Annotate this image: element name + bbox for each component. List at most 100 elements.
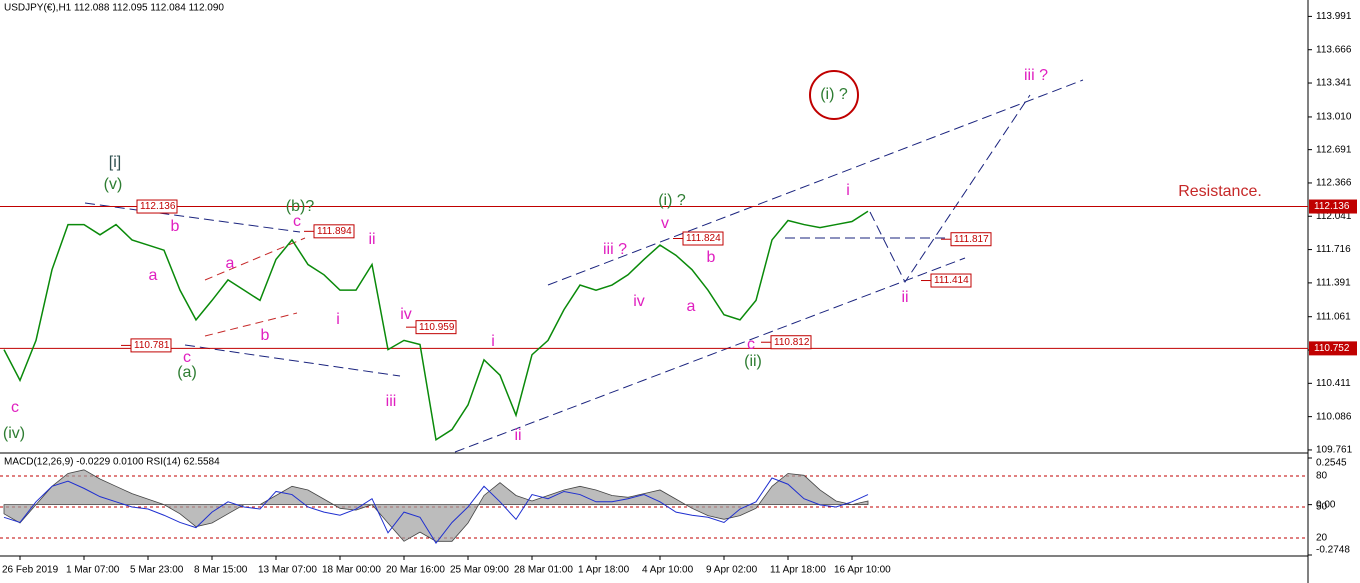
y2-tick-label: -0.2748: [1316, 545, 1350, 556]
wave-label: i: [336, 311, 340, 328]
wave-label: (b)?: [286, 198, 315, 215]
sub-channel-top: [204, 237, 306, 281]
price-label: 112.136: [140, 201, 176, 212]
x-tick-label: 11 Apr 18:00: [770, 565, 826, 576]
y-tick-label: 113.991: [1316, 11, 1352, 22]
wave-label: iv: [400, 306, 412, 323]
wave-label: c: [11, 399, 19, 416]
wave-label: c: [293, 213, 301, 230]
x-tick-label: 28 Mar 01:00: [514, 565, 573, 576]
y-tick-label: 113.666: [1316, 44, 1352, 55]
trend-lines: [84, 79, 1084, 453]
wave-label: a: [226, 255, 235, 272]
y-tick-label: 113.010: [1316, 112, 1352, 123]
channel-top: [547, 79, 1084, 286]
wave-label: a: [687, 298, 696, 315]
wave-label: iii: [386, 393, 397, 410]
wave-label: a: [149, 267, 158, 284]
x-tick-label: 26 Feb 2019: [2, 565, 59, 576]
y-tick-label: 20: [1316, 533, 1328, 544]
price-label: 110.781: [134, 340, 170, 351]
price-label-box: [136, 199, 178, 214]
price-label-box: [415, 320, 457, 335]
y-tick-label: 110.411: [1316, 378, 1351, 389]
x-tick-label: 25 Mar 09:00: [450, 565, 509, 576]
wave-label: (v): [104, 176, 123, 193]
wave-label: ii: [901, 289, 908, 306]
wave-label: ii: [368, 231, 375, 248]
wave-label: ii: [514, 427, 521, 444]
wave-label: c: [747, 336, 755, 353]
price-tag: [1309, 341, 1357, 356]
chart-title: USDJPY(€),H1 112.088 112.095 112.084 112…: [4, 3, 224, 14]
wave-label: (i) ?: [820, 86, 848, 103]
channel-bottom: [454, 257, 966, 453]
price-label: 111.817: [954, 234, 989, 245]
price-label: 111.824: [686, 233, 721, 244]
y2-tick-label: 0.2545: [1316, 458, 1347, 469]
wave-label: i: [491, 333, 495, 350]
wave-label: iv: [633, 293, 645, 310]
y-tick-label: 113.341: [1316, 78, 1352, 89]
wave-label: (ii): [744, 353, 762, 370]
price-line: [3, 210, 869, 442]
x-tick-label: 8 Mar 15:00: [194, 565, 248, 576]
macd-area: [3, 469, 869, 542]
projection: [869, 94, 1031, 283]
indicator-title: MACD(12,26,9) -0.0229 0.0100 RSI(14) 62.…: [4, 457, 220, 468]
y-tick-label: 111.061: [1316, 311, 1351, 322]
y-tick-label: 111.716: [1316, 244, 1351, 255]
x-tick-label: 1 Mar 07:00: [66, 565, 120, 576]
x-tick-label: 16 Apr 10:00: [834, 565, 891, 576]
wave-label: v: [661, 215, 669, 232]
x-tick-label: 13 Mar 07:00: [258, 565, 317, 576]
wave-label: iii ?: [1024, 67, 1048, 84]
y-tick-label: 109.761: [1316, 445, 1353, 456]
x-tick-label: 5 Mar 23:00: [130, 565, 184, 576]
wave-label: (iv): [3, 425, 25, 442]
price-label-box: [950, 232, 992, 247]
x-tick-label: 9 Apr 02:00: [706, 565, 758, 576]
wave-label: b: [171, 218, 180, 235]
wave-label: b: [707, 249, 716, 266]
y-tick-label: 112.691: [1316, 144, 1352, 155]
price-label: 110.959: [419, 322, 455, 333]
sub-channel: [204, 237, 306, 337]
y2-tick-label: 0.00: [1316, 499, 1336, 510]
wedge-top: [84, 202, 301, 233]
y-tick-label: 80: [1316, 471, 1328, 482]
x-tick-label: 1 Apr 18:00: [578, 565, 630, 576]
wave-label: c: [183, 349, 191, 366]
x-tick-label: 20 Mar 16:00: [386, 565, 445, 576]
rsi-line: [3, 477, 869, 544]
price-label-box: [770, 335, 812, 350]
price-tag-label: 112.136: [1314, 201, 1350, 212]
y-tick-label: 110.086: [1316, 411, 1352, 422]
sub-channel-bottom: [204, 312, 298, 337]
wedge-bottom: [184, 344, 401, 377]
y-tick-label: 50: [1316, 502, 1328, 513]
price-label: 111.414: [934, 275, 969, 286]
y-tick-label: 112.041: [1316, 211, 1352, 222]
price-label-box: [930, 273, 972, 288]
wave-label: Resistance.: [1178, 183, 1262, 200]
wave-label: (a): [177, 364, 197, 381]
price-label-box: [682, 231, 724, 246]
wave-label: (i) ?: [658, 192, 686, 209]
price-label-box: [313, 224, 355, 239]
price-label: 111.894: [317, 226, 352, 237]
wave-label: [i]: [109, 154, 121, 171]
wave-label: i: [846, 182, 850, 199]
wave-label: iii ?: [603, 241, 627, 258]
price-tag-label: 110.752: [1314, 343, 1350, 354]
wave-label: b: [261, 327, 270, 344]
price-tag: [1309, 199, 1357, 214]
highlight-circle: [809, 70, 859, 120]
x-tick-label: 18 Mar 00:00: [322, 565, 381, 576]
price-label: 110.812: [774, 337, 810, 348]
y-tick-label: 112.366: [1316, 178, 1352, 189]
y-tick-label: 111.391: [1316, 278, 1351, 289]
x-tick-label: 4 Apr 10:00: [642, 565, 694, 576]
